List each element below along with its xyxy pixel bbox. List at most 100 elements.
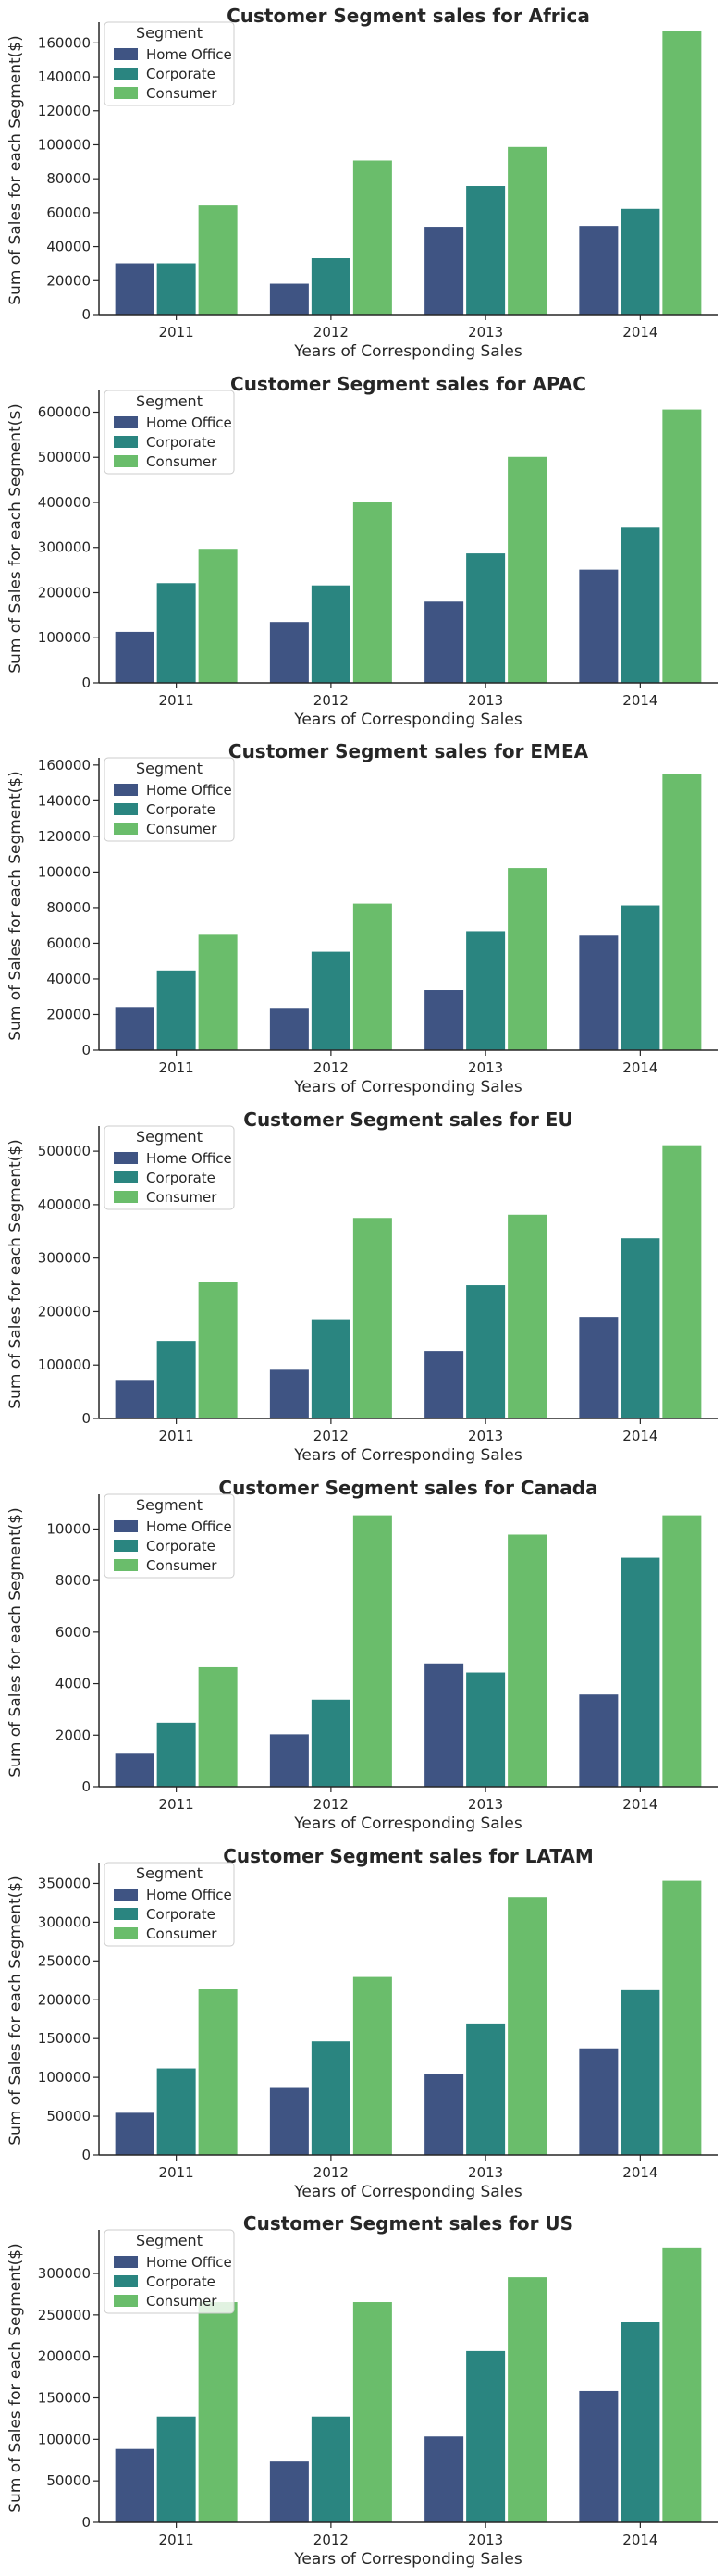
legend-box <box>104 757 235 842</box>
legend-swatch-home-office <box>114 1519 139 1532</box>
legend-label: Consumer <box>146 85 217 102</box>
x-tick-label: 2014 <box>622 1796 657 1813</box>
bar-consumer-2014 <box>661 1879 703 2155</box>
bar-corporate-2012 <box>310 584 351 684</box>
bar-home-office-2012 <box>268 1733 310 1788</box>
chart-title: Customer Segment sales for LATAM <box>223 1844 594 1866</box>
bar-consumer-2012 <box>351 902 393 1051</box>
legend-label: Corporate <box>146 66 215 82</box>
x-axis-label: Years of Corresponding Sales <box>293 711 522 729</box>
legend-swatch-home-office <box>114 784 139 797</box>
x-tick-label: 2014 <box>622 2532 657 2548</box>
y-tick-label: 500000 <box>38 449 91 465</box>
y-tick-label: 120000 <box>38 828 91 845</box>
x-tick-label: 2014 <box>622 324 657 341</box>
x-tick-label: 2012 <box>313 2163 349 2180</box>
x-tick-label: 2011 <box>159 692 194 709</box>
bar-home-office-2012 <box>268 2087 310 2155</box>
bar-corporate-2013 <box>465 1671 507 1788</box>
bar-home-office-2014 <box>578 935 620 1051</box>
y-tick-label: 300000 <box>38 539 91 555</box>
legend-title: Segment <box>136 1864 203 1881</box>
bar-corporate-2014 <box>620 1988 661 2155</box>
bar-corporate-2013 <box>465 2350 507 2523</box>
x-tick-label: 2012 <box>313 324 349 341</box>
bar-home-office-2014 <box>578 2390 620 2523</box>
bar-corporate-2011 <box>155 1340 197 1419</box>
legend-swatch-corporate <box>114 2275 139 2288</box>
bar-home-office-2013 <box>424 1350 465 1419</box>
x-tick-label: 2013 <box>468 1059 503 1076</box>
legend-box <box>104 1861 235 1946</box>
legend-title: Segment <box>136 24 203 42</box>
y-tick-label: 0 <box>81 675 91 691</box>
x-tick-label: 2014 <box>622 1059 657 1076</box>
bar-consumer-2011 <box>197 1281 239 1419</box>
y-tick-label: 50000 <box>46 2108 91 2124</box>
y-tick-label: 200000 <box>38 1304 91 1320</box>
x-axis-label: Years of Corresponding Sales <box>293 342 522 361</box>
bar-home-office-2013 <box>424 2435 465 2523</box>
legend-label: Corporate <box>146 1905 215 1922</box>
x-axis-label: Years of Corresponding Sales <box>293 1814 522 1833</box>
x-tick-label: 2011 <box>159 1796 194 1813</box>
bar-consumer-2013 <box>507 2276 548 2523</box>
bar-corporate-2011 <box>155 970 197 1051</box>
y-tick-label: 8000 <box>55 1572 91 1589</box>
legend: Segment Home Office Corporate Consumer <box>104 21 235 106</box>
y-axis-label: Sum of Sales for each Segment($) <box>6 1139 25 1408</box>
y-tick-label: 100000 <box>38 864 91 881</box>
bar-corporate-2014 <box>620 207 661 316</box>
legend-swatch-corporate <box>114 803 139 816</box>
legend-label: Home Office <box>146 46 232 63</box>
y-tick-label: 20000 <box>46 1007 91 1023</box>
bar-home-office-2011 <box>114 262 155 316</box>
y-tick-label: 300000 <box>38 1913 91 1930</box>
bar-corporate-2013 <box>465 185 507 316</box>
y-tick-label: 0 <box>81 1410 91 1427</box>
y-tick-label: 200000 <box>38 2348 91 2365</box>
bar-corporate-2012 <box>310 257 351 316</box>
bar-home-office-2013 <box>424 600 465 684</box>
bar-consumer-2014 <box>661 408 703 684</box>
legend-swatch-corporate <box>114 1171 139 1184</box>
y-tick-label: 4000 <box>55 1675 91 1691</box>
y-tick-label: 40000 <box>46 971 91 987</box>
bar-consumer-2011 <box>197 1666 239 1788</box>
chart-panel-4: Customer Segment sales for Canada 0 2000 40… <box>6 1477 718 1833</box>
y-tick-label: 60000 <box>46 204 91 221</box>
legend-box <box>104 1493 235 1579</box>
legend-box <box>104 2229 235 2314</box>
legend-swatch-corporate <box>114 1907 139 1920</box>
bar-corporate-2014 <box>620 526 661 684</box>
bar-consumer-2011 <box>197 547 239 684</box>
chart-title: Customer Segment sales for US <box>243 2212 573 2235</box>
legend-swatch-consumer <box>114 1558 139 1571</box>
legend-swatch-corporate <box>114 67 139 80</box>
y-tick-label: 200000 <box>38 1991 91 2008</box>
chart-title: Customer Segment sales for APAC <box>230 373 586 395</box>
x-axis-label: Years of Corresponding Sales <box>293 1078 522 1096</box>
y-tick-label: 160000 <box>38 757 91 774</box>
x-tick-label: 2012 <box>313 1428 349 1444</box>
y-tick-label: 140000 <box>38 793 91 810</box>
bar-corporate-2014 <box>620 1237 661 1419</box>
x-tick-label: 2014 <box>622 692 657 709</box>
bar-consumer-2012 <box>351 1217 393 1419</box>
legend-label: Consumer <box>146 1189 217 1206</box>
y-tick-label: 100000 <box>38 2432 91 2448</box>
bar-corporate-2012 <box>310 950 351 1051</box>
x-tick-label: 2014 <box>622 2163 657 2180</box>
y-tick-label: 50000 <box>46 2472 91 2489</box>
bar-corporate-2013 <box>465 2022 507 2155</box>
y-tick-label: 160000 <box>38 34 91 51</box>
legend-box <box>104 1125 235 1210</box>
bar-home-office-2011 <box>114 2111 155 2155</box>
bar-consumer-2012 <box>351 2301 393 2523</box>
bar-home-office-2013 <box>424 2072 465 2155</box>
legend-label: Home Office <box>146 1150 232 1167</box>
bar-consumer-2012 <box>351 501 393 684</box>
bar-consumer-2013 <box>507 1895 548 2155</box>
bar-corporate-2011 <box>155 2415 197 2523</box>
legend-box <box>104 21 235 106</box>
